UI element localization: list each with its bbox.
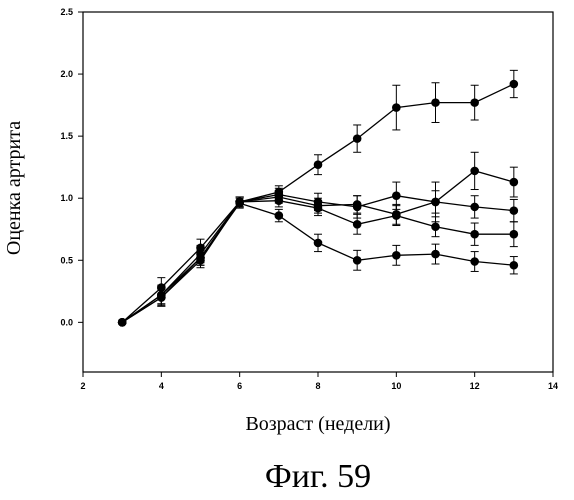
y-tick-label: 1.5 [60,131,73,141]
data-point [353,200,362,209]
y-tick-label: 0.5 [60,255,73,265]
x-tick-label: 12 [470,381,480,391]
data-point [196,253,205,262]
data-point [431,250,440,259]
series-line [122,201,514,323]
data-point [431,198,440,207]
data-point [510,178,519,187]
data-point [470,257,479,266]
y-tick-label: 0.0 [60,317,73,327]
x-tick-label: 14 [548,381,558,391]
data-point [431,222,440,231]
data-point [314,204,323,213]
x-tick-label: 2 [80,381,85,391]
data-point [392,251,401,260]
data-point [353,134,362,143]
series-line [122,203,514,322]
y-tick-label: 2.0 [60,69,73,79]
x-tick-label: 6 [237,381,242,391]
data-point [470,230,479,239]
x-tick-label: 4 [159,381,164,391]
data-point [510,261,519,270]
data-point [470,98,479,107]
x-axis-label: Возраст (недели) [245,413,390,435]
series-5 [118,198,518,326]
x-tick-label: 10 [391,381,401,391]
data-point [392,211,401,220]
data-point [431,98,440,107]
data-point [235,199,244,208]
y-tick-label: 2.5 [60,7,73,17]
y-tick-label: 1.0 [60,193,73,203]
data-point [118,318,127,327]
data-point [275,211,284,220]
data-point [510,206,519,215]
data-point [157,293,166,302]
data-point [510,230,519,239]
figure-label: Фиг. 59 [265,458,371,495]
plot-frame [83,12,553,372]
data-point [470,167,479,176]
data-point [275,196,284,205]
y-axis-label: Оценка артрита [3,121,25,255]
data-point [510,80,519,89]
data-point [314,239,323,248]
data-point [392,103,401,112]
data-point [392,191,401,200]
data-point [353,256,362,265]
data-point [314,160,323,169]
x-tick-label: 8 [315,381,320,391]
data-point [470,203,479,212]
series-4 [118,194,518,326]
data-point [353,220,362,229]
